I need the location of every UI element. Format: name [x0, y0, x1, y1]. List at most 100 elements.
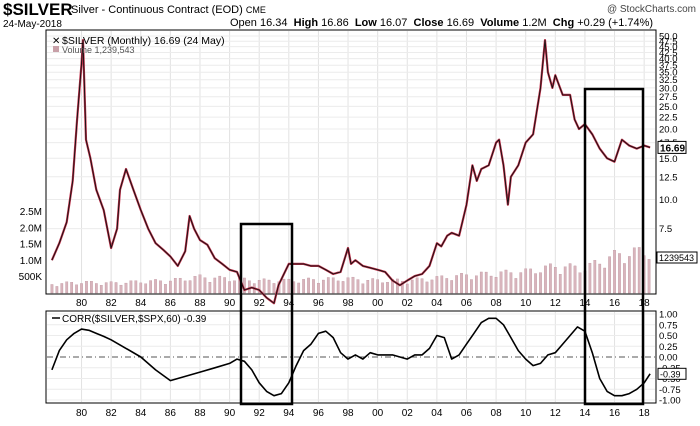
volume-bar	[287, 278, 291, 294]
x-tick-label: 08	[491, 298, 503, 309]
corr-x-tick-label: 04	[431, 408, 443, 419]
x-tick-label: 82	[106, 298, 118, 309]
volume-bar	[154, 279, 157, 294]
corr-x-tick-label: 82	[106, 408, 118, 419]
price-line	[51, 39, 651, 304]
corr-y-tick-label: -1.00	[659, 396, 681, 407]
exchange-label: CME	[245, 5, 266, 15]
volume-bar	[356, 279, 360, 294]
volume-bar	[228, 281, 231, 294]
volume-bar	[415, 277, 419, 294]
high-label: High	[293, 17, 319, 29]
close-label: Close	[413, 17, 444, 29]
stockcharts-credit[interactable]: @ StockCharts.com	[606, 4, 696, 15]
volume-bar	[331, 277, 335, 294]
corr-legend: CORR($SILVER,$SPX,60) -0.39	[52, 314, 207, 325]
volume-bar	[247, 280, 251, 294]
last-corr-label: -0.39	[660, 369, 681, 379]
corr-x-tick-label: 12	[550, 408, 562, 419]
volume-bar	[558, 274, 562, 294]
volume-bar	[435, 276, 439, 294]
x-tick-label: 02	[402, 298, 414, 309]
volume-bar	[588, 262, 592, 294]
volume-bar	[534, 273, 537, 294]
price-y-tick-label: 50.0	[659, 31, 678, 42]
volume-legend-swatch	[53, 46, 59, 52]
volume-bar	[514, 278, 518, 294]
volume-y-tick-label: 1.0M	[20, 256, 42, 267]
volume-bar	[50, 284, 54, 294]
volume-bar	[65, 281, 69, 294]
corr-legend-text: CORR($SILVER,$SPX,60) -0.39	[62, 314, 207, 325]
quote-date: 24-May-2018	[3, 19, 62, 30]
corr-x-tick-label: 16	[609, 408, 621, 419]
price-y-tick-label: 12.5	[659, 172, 678, 183]
corr-x-tick-label: 86	[165, 408, 177, 419]
price-y-tick-label: 45.0	[659, 42, 678, 53]
corr-x-tick-label: 10	[520, 408, 532, 419]
price-y-tick-label: 20.0	[659, 125, 678, 136]
volume-bar	[627, 256, 631, 294]
x-tick-label: 10	[520, 298, 532, 309]
last-price-label: 16.69	[660, 143, 685, 154]
volume-bar	[257, 280, 261, 294]
price-y-tick-label: 42.5	[659, 48, 678, 59]
volume-bar	[129, 280, 133, 294]
corr-y-tick-label: 0.75	[659, 320, 678, 331]
volume-label: Volume	[480, 17, 520, 29]
volume-bar	[479, 271, 483, 294]
corr-x-tick-label: 88	[194, 408, 206, 419]
last-volume-box	[656, 251, 698, 264]
volume-bar	[99, 285, 103, 294]
volume-bar	[60, 283, 64, 294]
volume-y-tick-label: 2.0M	[20, 223, 42, 234]
volume-bar	[203, 277, 207, 294]
volume-y-tick-label: 500K	[19, 272, 43, 283]
volume-bar	[80, 283, 83, 294]
volume-bar	[85, 281, 88, 294]
volume-bar	[544, 265, 547, 294]
volume-bar	[425, 281, 429, 294]
volume-bar	[603, 267, 607, 294]
instrument-name-text: Silver - Continuous Contract (EOD)	[71, 4, 243, 16]
x-tick-label: 12	[550, 298, 562, 309]
x-tick-label: 94	[283, 298, 295, 309]
volume-bar	[75, 284, 78, 294]
volume-bar	[322, 279, 325, 294]
volume-bar	[489, 275, 493, 294]
volume-bar	[282, 278, 286, 294]
volume-bar	[539, 272, 542, 294]
axis-labels: 80 80 82 82 84 84 86 86 88 88 90 90 92 92 94 94 96 96 98 98…	[19, 31, 681, 419]
price-y-tick-label: 27.5	[659, 92, 678, 103]
volume-bar	[430, 279, 434, 294]
volume-bar	[183, 280, 187, 294]
price-legend-text: $SILVER (Monthly) 16.69 (24 May)	[62, 35, 225, 47]
volume-bar	[307, 277, 310, 294]
last-price-box	[657, 140, 687, 154]
volume-bar	[529, 268, 532, 294]
volume-bar	[376, 279, 380, 294]
volume-bar	[504, 269, 508, 294]
volume-bar	[297, 282, 301, 294]
volume-bar	[149, 280, 152, 294]
corr-x-tick-label: 84	[135, 408, 147, 419]
volume-bar	[484, 271, 488, 294]
volume-bar	[109, 281, 113, 294]
volume-bar	[632, 247, 636, 294]
corr-x-tick-label: 06	[461, 408, 473, 419]
volume-bar	[637, 247, 641, 294]
volume-bar	[193, 276, 197, 294]
volume-bar	[173, 278, 177, 294]
price-y-tick-label: 7.5	[659, 224, 672, 235]
highlight-box-1992-1995	[239, 222, 294, 406]
volume-bar	[164, 284, 167, 294]
volume-bar	[361, 283, 365, 294]
quote-summary: Open 16.34 High 16.86 Low 16.07 Close 16…	[230, 17, 653, 29]
close-value: 16.69	[446, 17, 475, 29]
volume-bar	[94, 283, 98, 294]
volume-bar	[218, 275, 222, 294]
volume-bar	[613, 250, 616, 294]
volume-bar	[139, 282, 143, 294]
price-panel-frame	[45, 29, 657, 295]
volume-bar	[178, 277, 182, 294]
